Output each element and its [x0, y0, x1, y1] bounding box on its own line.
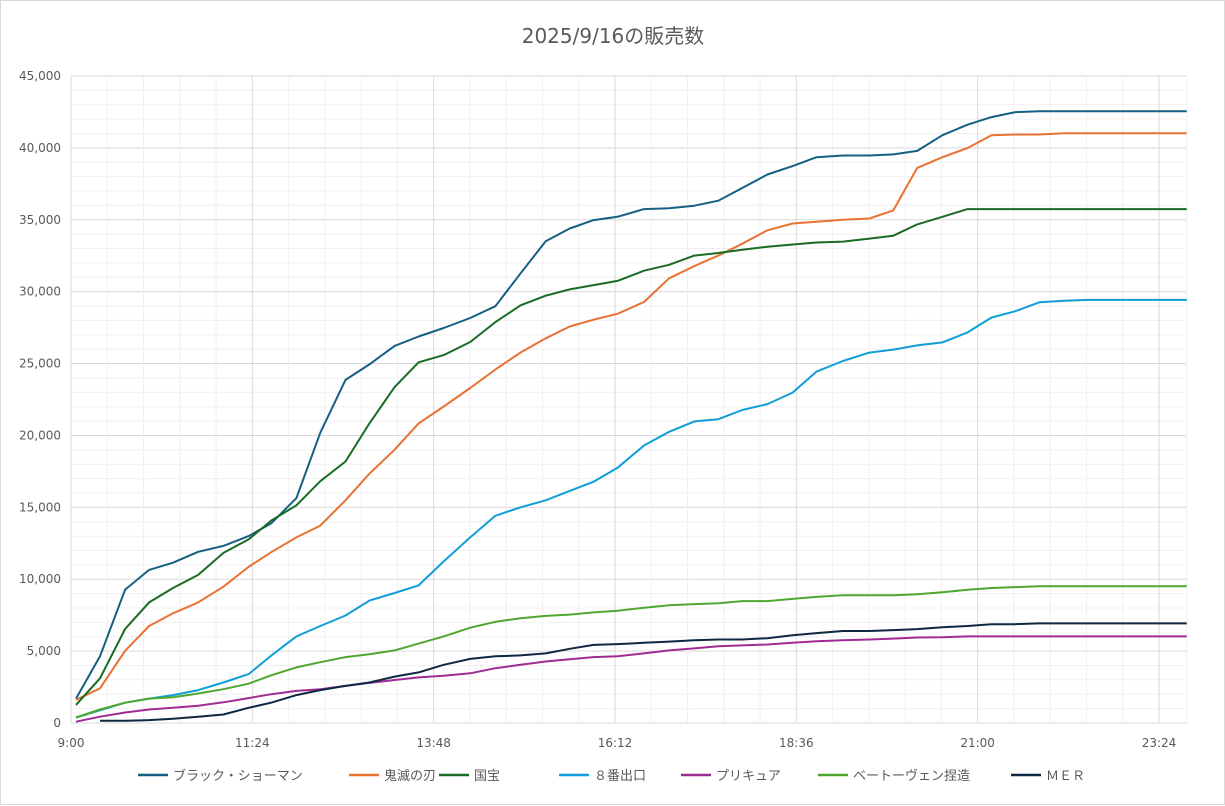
- series-line-5: [75, 585, 1187, 719]
- chart-title: 2025/9/16の販売数: [522, 24, 705, 48]
- series-line-3: [75, 298, 1187, 719]
- legend-label: ブラック・ショーマン: [173, 768, 303, 784]
- legend-item: ＭＥＲ: [1011, 769, 1085, 784]
- legend-label: プリキュア: [716, 769, 781, 784]
- x-tick-label: 11:24: [235, 736, 270, 750]
- gridlines: [70, 75, 1188, 724]
- legend-item: ブラック・ショーマン: [138, 768, 303, 784]
- y-tick-label: 20,000: [19, 428, 61, 442]
- legend-label: 鬼滅の刃: [384, 768, 436, 784]
- legend-label: ８番出口: [594, 769, 646, 784]
- x-tick-label: 18:36: [779, 736, 814, 750]
- legend-label: 国宝: [474, 769, 500, 784]
- y-tick-label: 15,000: [19, 500, 61, 514]
- series-line-2: [75, 208, 1187, 706]
- legend-item: プリキュア: [681, 769, 781, 784]
- legend-label: ＭＥＲ: [1046, 769, 1085, 784]
- y-axis-labels: 0 5,000 10,000 15,000 20,000 25,000 30,000 35,0…: [19, 69, 61, 730]
- legend: ブラック・ショーマン 鬼滅の刃 国宝 ８番出口 プリキュア ベートーヴェン捏造 ＭＥＲ: [138, 768, 1085, 784]
- x-tick-label: 16:12: [598, 736, 633, 750]
- x-tick-label: 23:24: [1142, 736, 1177, 750]
- x-tick-label: 13:48: [416, 736, 451, 750]
- series-line-1: [75, 132, 1187, 701]
- y-tick-label: 35,000: [19, 213, 61, 227]
- y-tick-label: 30,000: [19, 285, 61, 299]
- series-line-6: [100, 622, 1187, 722]
- legend-item: 国宝: [439, 769, 500, 784]
- y-tick-label: 5,000: [27, 644, 61, 658]
- legend-item: 鬼滅の刃: [349, 768, 436, 784]
- series-line-0: [75, 110, 1187, 700]
- legend-item: ベートーヴェン捏造: [818, 768, 970, 784]
- y-tick-label: 40,000: [19, 141, 61, 155]
- y-tick-label: 45,000: [19, 69, 61, 83]
- legend-label: ベートーヴェン捏造: [853, 768, 970, 784]
- x-axis-labels: 9:00 11:24 13:48 16:12 18:36 21:00 23:24: [58, 736, 1177, 750]
- series-lines: [75, 110, 1187, 723]
- y-tick-label: 0: [53, 716, 61, 730]
- legend-item: ８番出口: [559, 769, 646, 784]
- series-line-4: [75, 635, 1187, 723]
- y-tick-label: 10,000: [19, 572, 61, 586]
- x-tick-label: 9:00: [58, 736, 85, 750]
- x-tick-label: 21:00: [960, 736, 995, 750]
- y-tick-label: 25,000: [19, 357, 61, 371]
